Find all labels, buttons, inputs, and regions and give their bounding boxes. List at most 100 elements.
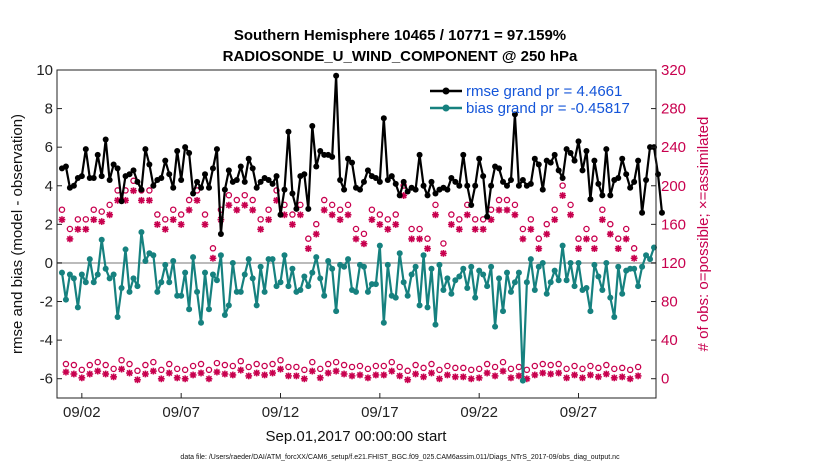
rmse-point: [166, 171, 173, 178]
obs-assimilated-marker: [455, 225, 463, 233]
obs-assimilated-stroke: [376, 221, 383, 228]
bias-point: [70, 275, 77, 282]
obs-assimilated-stroke: [126, 369, 133, 377]
rmse-point: [333, 72, 340, 79]
obs-assimilated-marker: [62, 368, 70, 376]
obs-assimilated-stroke: [174, 374, 181, 381]
obs-possible-marker: [249, 196, 256, 204]
obs-assimilated-marker: [253, 369, 261, 377]
obs-assimilated-marker: [308, 367, 316, 375]
obs-possible-marker: [547, 361, 554, 369]
rmse-point: [392, 180, 399, 187]
legend-rmse-label: rmse grand pr = 4.4661: [466, 83, 622, 100]
bias-point: [126, 288, 133, 295]
obs-assimilated-stroke: [98, 218, 105, 225]
obs-possible-marker: [388, 358, 396, 366]
obs-possible-marker: [309, 358, 316, 366]
y-right-tick-label: 200: [661, 178, 686, 195]
legend-bias-marker: [442, 104, 450, 112]
rmse-point: [349, 159, 356, 166]
obs-assimilated-stroke: [321, 206, 328, 214]
bias-series-layer: [58, 229, 658, 384]
bias-point: [198, 319, 205, 326]
obs-assimilated-stroke: [102, 370, 109, 378]
obs-assimilated-stroke: [237, 367, 244, 374]
obs-assimilated-marker: [102, 370, 110, 378]
rmse-point: [424, 192, 431, 199]
obs-possible-marker: [412, 361, 419, 369]
obs-assimilated-marker: [575, 245, 582, 252]
bias-point: [277, 279, 284, 286]
obs-assimilated-marker: [495, 206, 503, 214]
obs-possible-marker: [575, 235, 582, 242]
obs-assimilated-marker: [507, 374, 515, 382]
rmse-point: [265, 176, 272, 183]
obs-assimilated-stroke: [396, 372, 403, 380]
obs-assimilated-stroke: [70, 370, 78, 378]
rmse-point: [488, 182, 495, 189]
rmse-point: [607, 192, 614, 199]
obs-assimilated-stroke: [241, 202, 248, 209]
bias-point: [619, 290, 626, 297]
obs-assimilated-marker: [277, 365, 284, 373]
obs-assimilated-stroke: [340, 370, 348, 378]
obs-assimilated-marker: [420, 373, 427, 381]
bias-point: [90, 279, 97, 286]
rmse-point: [130, 167, 137, 174]
obs-assimilated-stroke: [142, 370, 149, 378]
bias-point: [317, 275, 324, 282]
bias-point: [456, 273, 463, 280]
rmse-point: [420, 182, 427, 189]
bias-point: [301, 273, 308, 280]
bias-point: [444, 275, 451, 282]
obs-assimilated-marker: [447, 221, 455, 228]
obs-assimilated-stroke: [162, 226, 169, 233]
bias-point: [392, 294, 399, 301]
rmse-point: [384, 176, 391, 183]
obs-assimilated-stroke: [368, 216, 376, 223]
obs-assimilated-marker: [432, 211, 439, 219]
obs-assimilated-stroke: [607, 230, 614, 238]
obs-assimilated-marker: [237, 366, 245, 374]
obs-possible-marker: [102, 361, 109, 369]
obs-assimilated-stroke: [154, 221, 161, 228]
obs-assimilated-marker: [531, 371, 539, 379]
bias-point: [154, 288, 161, 295]
obs-assimilated-marker: [185, 206, 193, 214]
rmse-point: [575, 138, 582, 145]
obs-assimilated-stroke: [587, 371, 594, 379]
bias-point: [563, 277, 570, 284]
rmse-point: [468, 202, 475, 209]
obs-assimilated-stroke: [249, 206, 256, 214]
obs-assimilated-stroke: [388, 367, 395, 375]
bias-point: [345, 256, 352, 263]
rmse-point: [476, 155, 483, 162]
obs-assimilated-marker: [571, 371, 578, 379]
rmse-point: [237, 163, 244, 170]
rmse-point: [269, 180, 276, 187]
data-file-footer: data file: /Users/raeder/DAI/ATM_forcXX/…: [180, 454, 620, 461]
obs-assimilated-marker: [197, 369, 205, 377]
obs-assimilated-stroke: [269, 369, 276, 377]
obs-assimilated-stroke: [106, 211, 113, 218]
obs-assimilated-stroke: [78, 374, 85, 381]
bias-point: [539, 259, 546, 266]
obs-possible-marker: [404, 367, 411, 375]
bias-point: [273, 283, 280, 290]
obs-assimilated-stroke: [313, 230, 320, 238]
rmse-point: [444, 186, 451, 193]
bias-point: [202, 269, 209, 276]
obs-possible-marker: [428, 360, 435, 368]
obs-assimilated-marker: [304, 245, 312, 252]
bias-point: [380, 319, 387, 326]
rmse-point: [78, 173, 85, 180]
obs-assimilated-marker: [459, 373, 467, 381]
rmse-point: [301, 171, 308, 178]
rmse-point: [547, 159, 554, 166]
bias-point: [488, 263, 495, 270]
obs-possible-marker: [273, 187, 280, 194]
obs-possible-marker: [110, 365, 117, 373]
obs-assimilated-marker: [463, 211, 471, 219]
rmse-point: [579, 167, 586, 174]
obs-assimilated-marker: [491, 372, 499, 380]
